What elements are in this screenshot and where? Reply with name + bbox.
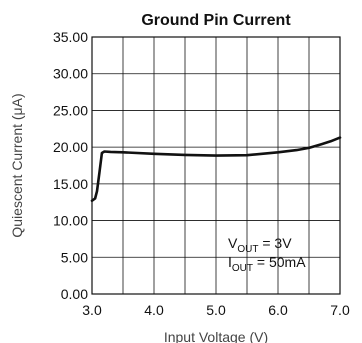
y-tick-label: 25.00 (53, 102, 88, 118)
annotation-iout-suffix: = 50mA (253, 254, 306, 270)
annotation-iout-prefix: I (228, 254, 232, 270)
x-tick-label: 3.0 (82, 302, 102, 318)
y-tick-labels: 0.00 5.00 10.00 15.00 20.00 25.00 30.00 35.00 (53, 29, 88, 302)
x-tick-label: 7.0 (330, 302, 350, 318)
series-line (90, 136, 342, 202)
y-axis-label: Quiescent Current (μA) (9, 93, 25, 237)
annotation-iout: IOUT = 50mA (228, 254, 306, 274)
y-tick-label: 20.00 (53, 139, 88, 155)
annotation-vout-sub: OUT (237, 244, 258, 255)
chart-title: Ground Pin Current (141, 12, 291, 29)
plot-frame (91, 36, 341, 295)
x-tick-label: 4.0 (144, 302, 164, 318)
series-group (90, 136, 342, 202)
y-tick-label: 10.00 (53, 213, 88, 229)
x-axis-label: Input Voltage (V) (164, 329, 268, 343)
annotation-vout-suffix: = 3V (258, 235, 292, 251)
annotation-vout: VOUT = 3V (228, 235, 292, 255)
annotation-iout-sub: OUT (232, 263, 253, 274)
y-tick-label: 5.00 (61, 249, 88, 265)
y-tick-label: 0.00 (61, 286, 88, 302)
y-tick-label: 35.00 (53, 29, 88, 45)
y-tick-label: 30.00 (53, 66, 88, 82)
y-tick-label: 15.00 (53, 176, 88, 192)
annotation-vout-prefix: V (228, 235, 238, 251)
x-tick-label: 5.0 (206, 302, 226, 318)
grid-lines (92, 36, 340, 295)
x-tick-label: 6.0 (268, 302, 288, 318)
x-tick-labels: 3.0 4.0 5.0 6.0 7.0 (82, 302, 350, 318)
